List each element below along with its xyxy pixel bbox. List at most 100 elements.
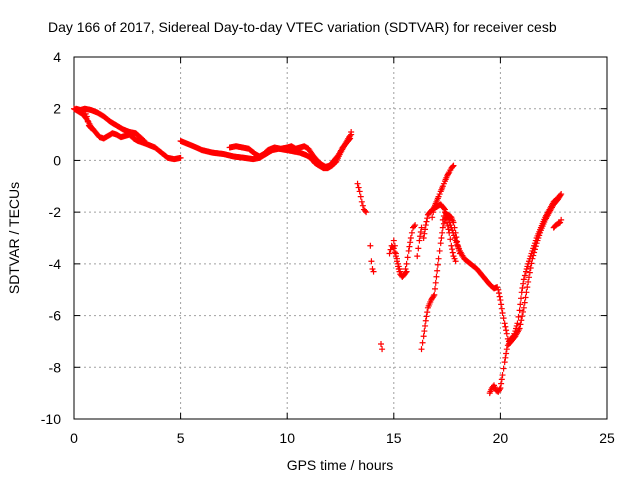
data-point [422,322,429,329]
data-point [501,320,508,327]
data-point [417,228,424,235]
data-point [406,243,413,250]
data-point [354,180,361,187]
data-point [498,301,505,308]
data-point [501,359,508,366]
data-point [503,330,510,337]
data-point [417,233,424,240]
series-track10 [390,237,410,280]
data-point [418,346,425,353]
data-point [526,269,533,276]
data-point [499,309,506,316]
data-point [517,321,524,328]
data-point [447,236,454,243]
data-point [497,297,504,304]
data-point [408,229,415,236]
data-point [523,289,530,296]
plot-frame [73,56,608,420]
x-tick-label: 25 [599,430,615,446]
data-point [445,226,452,233]
data-point [355,184,362,191]
data-point [421,230,428,237]
data-point [520,304,527,311]
data-point [531,249,538,256]
series-track19 [550,216,565,231]
data-point [525,274,532,281]
data-point [348,128,355,135]
data-point [141,138,148,145]
data-point [529,255,536,262]
data-point [519,308,526,315]
data-point [429,214,436,221]
data-point [414,253,421,260]
data-point [89,125,96,132]
data-point [436,247,443,254]
x-tick-label: 0 [70,430,78,446]
data-point [449,163,456,170]
data-point [359,202,366,209]
y-tick-label: -2 [49,204,62,220]
y-tick-label: 2 [53,101,61,117]
series-track2 [73,105,148,145]
data-point [434,267,441,274]
data-point [403,268,410,275]
data-point [497,384,504,391]
x-axis-label: GPS time / hours [287,457,394,473]
data-point [362,207,369,214]
data-point [520,280,527,287]
data-point [405,247,412,254]
y-tick-label: 0 [53,152,61,168]
data-point [498,305,505,312]
data-point [430,209,437,216]
data-point [140,137,147,144]
series-track7 [367,242,377,275]
data-point [403,260,410,267]
data-point [391,242,398,249]
data-point [420,333,427,340]
data-point [440,220,447,227]
data-point [452,258,459,265]
data-point [424,215,431,222]
y-axis-label: SDTVAR / TECUs [6,182,22,294]
chart-title: Day 166 of 2017, Sidereal Day-to-day VTE… [48,19,557,35]
data-point [391,249,398,256]
data-point [84,118,91,125]
data-point [495,286,502,293]
data-point [357,193,364,200]
data-point [393,255,400,262]
data-point [496,386,503,393]
y-tick-label: -6 [49,308,62,324]
data-point [520,276,527,283]
data-point [519,284,526,291]
data-point [445,170,452,177]
data-point [446,229,453,236]
series-track12 [418,211,463,353]
data-point [449,249,456,256]
data-point [392,250,399,257]
data-point [402,269,409,276]
data-point [407,239,414,246]
series-track15 [439,209,501,292]
data-point [500,315,507,322]
data-point [367,242,374,249]
series-track16 [444,219,459,265]
data-point [370,268,377,275]
data-point [503,327,510,334]
data-point [177,154,184,161]
data-point [422,317,429,324]
data-point [390,237,397,244]
data-point [412,222,419,229]
data-point [419,339,426,346]
series-track18 [495,191,565,348]
data-point [416,237,423,244]
data-point [437,240,444,247]
data-point [521,299,528,306]
data-point [378,341,385,348]
data-point [514,320,521,327]
data-point [516,307,523,314]
data-point [422,222,429,229]
data-point [503,350,510,357]
series-track3 [81,108,97,133]
y-tick-label: -10 [41,411,61,427]
